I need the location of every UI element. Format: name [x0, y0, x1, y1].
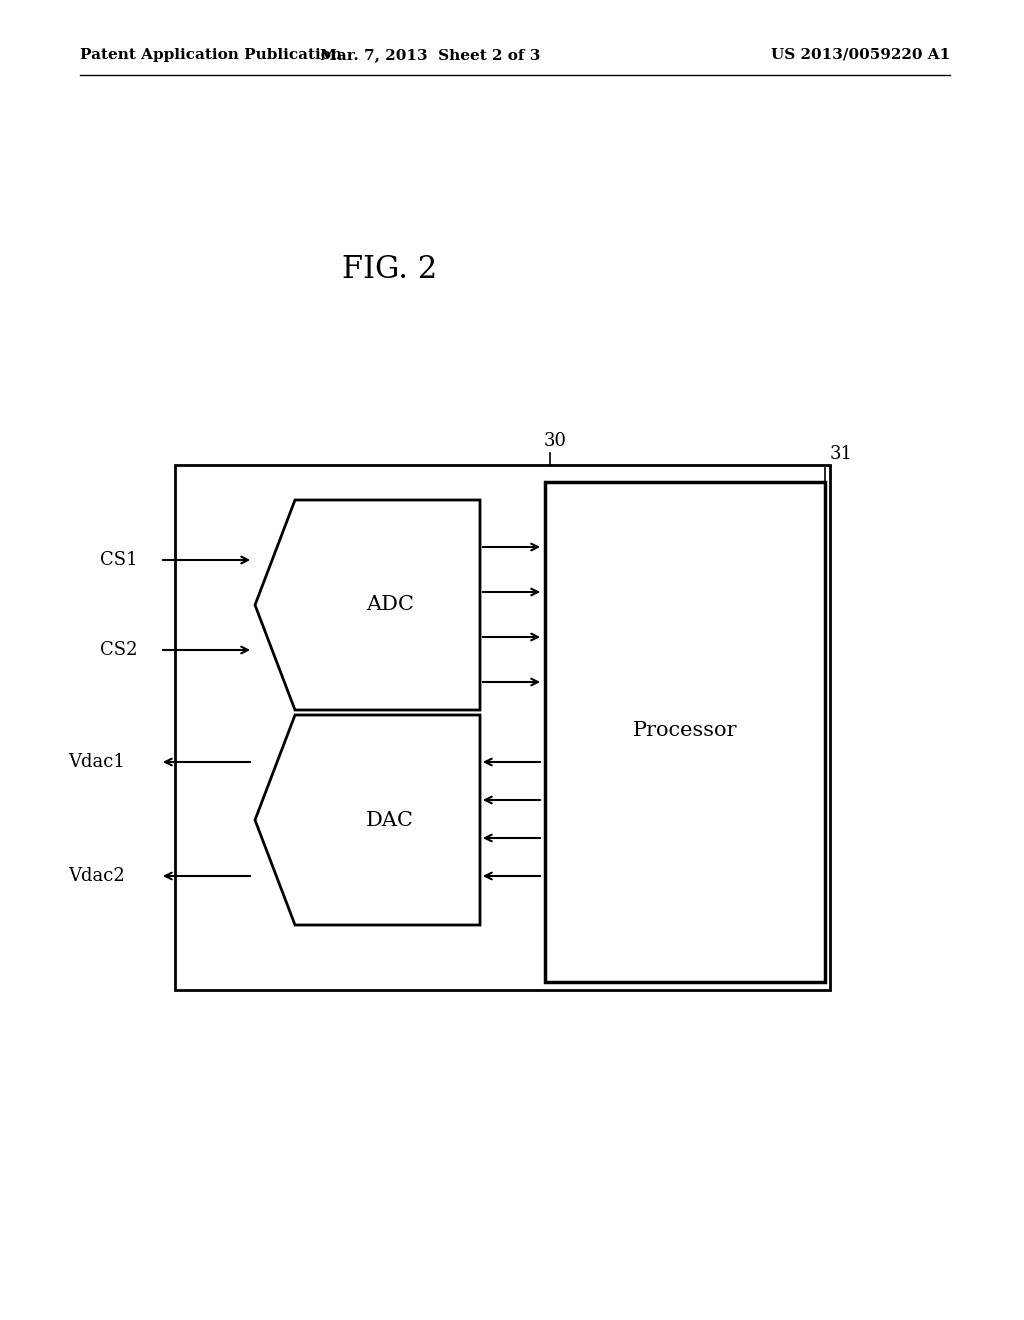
Text: Processor: Processor: [633, 721, 737, 739]
Text: CS2: CS2: [100, 642, 137, 659]
Polygon shape: [255, 500, 480, 710]
Text: Vdac2: Vdac2: [68, 867, 125, 884]
Text: ADC: ADC: [366, 595, 414, 615]
Polygon shape: [255, 715, 480, 925]
Bar: [545, 482, 825, 982]
Bar: [175, 465, 830, 990]
Text: US 2013/0059220 A1: US 2013/0059220 A1: [771, 48, 950, 62]
Text: CS1: CS1: [100, 550, 137, 569]
Text: 31: 31: [830, 445, 853, 463]
Text: FIG. 2: FIG. 2: [342, 255, 437, 285]
Text: DAC: DAC: [366, 810, 414, 829]
Text: Patent Application Publication: Patent Application Publication: [80, 48, 342, 62]
Text: 30: 30: [544, 432, 566, 450]
Text: Vdac1: Vdac1: [68, 752, 125, 771]
Text: Mar. 7, 2013  Sheet 2 of 3: Mar. 7, 2013 Sheet 2 of 3: [319, 48, 541, 62]
